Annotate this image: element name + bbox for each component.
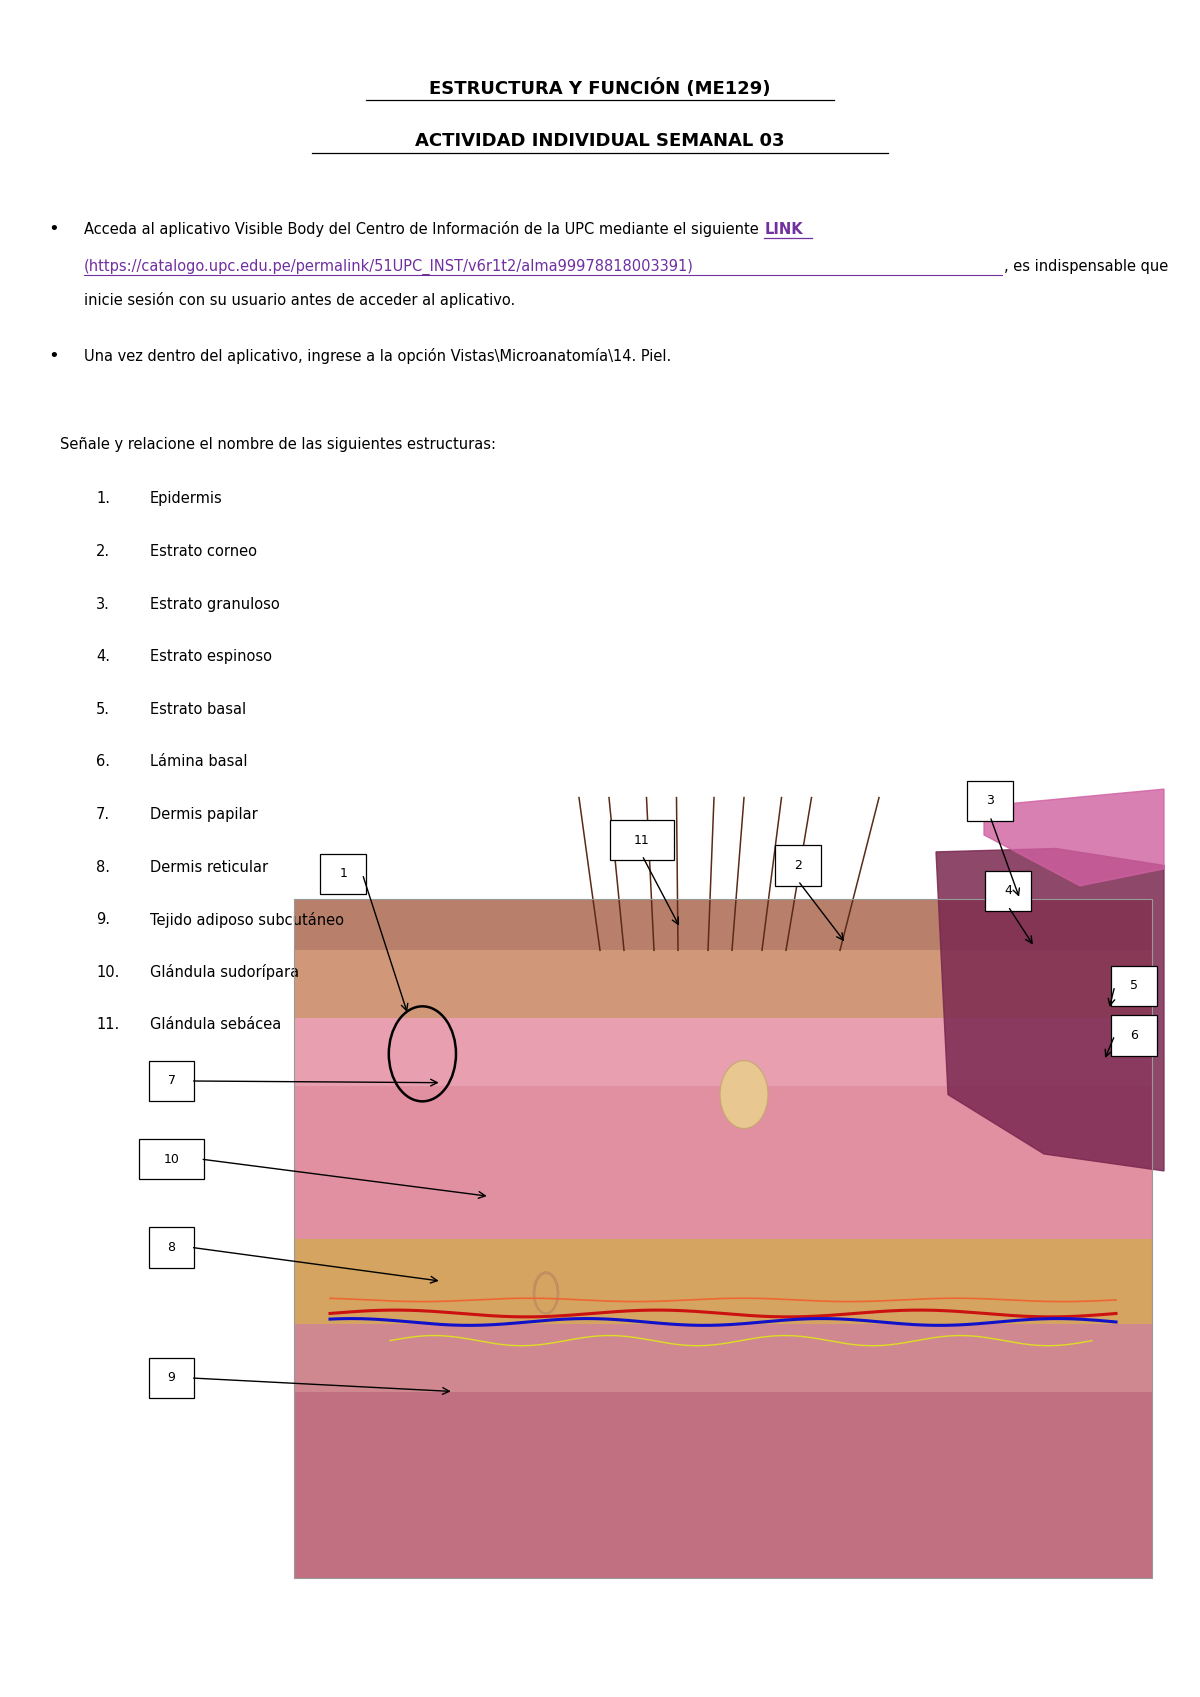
Text: Estrato granuloso: Estrato granuloso (150, 597, 280, 611)
FancyBboxPatch shape (294, 1324, 1152, 1392)
FancyBboxPatch shape (149, 1358, 194, 1398)
FancyBboxPatch shape (294, 1239, 1152, 1324)
Text: Dermis reticular: Dermis reticular (150, 860, 268, 874)
Text: Señale y relacione el nombre de las siguientes estructuras:: Señale y relacione el nombre de las sigu… (60, 438, 496, 451)
Text: 11.: 11. (96, 1018, 119, 1032)
Text: Tejido adiposo subcutáneo: Tejido adiposo subcutáneo (150, 911, 344, 928)
Text: Estrato espinoso: Estrato espinoso (150, 650, 272, 664)
FancyBboxPatch shape (149, 1061, 194, 1101)
Text: 11: 11 (634, 833, 650, 847)
Text: 4: 4 (1004, 884, 1012, 898)
FancyBboxPatch shape (294, 899, 1152, 950)
Text: 7: 7 (168, 1074, 175, 1088)
Text: Dermis papilar: Dermis papilar (150, 808, 258, 821)
Text: LINK: LINK (764, 222, 803, 236)
Text: Acceda al aplicativo Visible Body del Centro de Información de la UPC mediante e: Acceda al aplicativo Visible Body del Ce… (84, 221, 763, 238)
Text: 3.: 3. (96, 597, 110, 611)
FancyBboxPatch shape (294, 950, 1152, 1018)
FancyBboxPatch shape (139, 1139, 204, 1179)
Text: Epidermis: Epidermis (150, 492, 223, 506)
FancyBboxPatch shape (1111, 1015, 1157, 1056)
Text: 6: 6 (1130, 1028, 1138, 1042)
Text: ACTIVIDAD INDIVIDUAL SEMANAL 03: ACTIVIDAD INDIVIDUAL SEMANAL 03 (415, 132, 785, 149)
FancyBboxPatch shape (149, 1227, 194, 1268)
Text: 10: 10 (163, 1152, 180, 1166)
Text: •: • (49, 221, 59, 238)
Text: 8.: 8. (96, 860, 110, 874)
Text: 8: 8 (168, 1241, 175, 1254)
Text: •: • (49, 348, 59, 365)
Text: inicie sesión con su usuario antes de acceder al aplicativo.: inicie sesión con su usuario antes de ac… (84, 292, 515, 309)
FancyBboxPatch shape (610, 820, 674, 860)
Text: Estrato corneo: Estrato corneo (150, 545, 257, 558)
Text: 1: 1 (340, 867, 347, 881)
Text: Una vez dentro del aplicativo, ingrese a la opción Vistas\Microanatomía\14. Piel: Una vez dentro del aplicativo, ingrese a… (84, 348, 671, 365)
Polygon shape (984, 789, 1164, 886)
Polygon shape (936, 848, 1164, 1171)
Text: 2: 2 (794, 859, 802, 872)
FancyBboxPatch shape (967, 781, 1013, 821)
Text: 9: 9 (168, 1371, 175, 1385)
Text: Estrato basal: Estrato basal (150, 703, 246, 716)
Text: Glándula sebácea: Glándula sebácea (150, 1018, 281, 1032)
FancyBboxPatch shape (294, 1392, 1152, 1493)
Text: ESTRUCTURA Y FUNCIÓN (ME129): ESTRUCTURA Y FUNCIÓN (ME129) (430, 78, 770, 98)
Text: Glándula sudorípara: Glándula sudorípara (150, 964, 299, 981)
Text: Lámina basal: Lámina basal (150, 755, 247, 769)
Text: 6.: 6. (96, 755, 110, 769)
FancyBboxPatch shape (294, 1188, 1152, 1239)
FancyBboxPatch shape (775, 845, 821, 886)
Text: 5.: 5. (96, 703, 110, 716)
Circle shape (720, 1061, 768, 1129)
FancyBboxPatch shape (294, 1086, 1152, 1188)
Text: 2.: 2. (96, 545, 110, 558)
FancyBboxPatch shape (320, 854, 366, 894)
Text: 9.: 9. (96, 913, 110, 927)
FancyBboxPatch shape (985, 871, 1031, 911)
Text: 7.: 7. (96, 808, 110, 821)
FancyBboxPatch shape (294, 1018, 1152, 1086)
Text: 3: 3 (986, 794, 994, 808)
Text: (https://catalogo.upc.edu.pe/permalink/51UPC_INST/v6r1t2/alma99978818003391): (https://catalogo.upc.edu.pe/permalink/5… (84, 258, 694, 275)
Text: 5: 5 (1130, 979, 1138, 993)
Text: 10.: 10. (96, 966, 119, 979)
Text: 1.: 1. (96, 492, 110, 506)
Text: 4.: 4. (96, 650, 110, 664)
FancyBboxPatch shape (294, 1493, 1152, 1578)
FancyBboxPatch shape (1111, 966, 1157, 1006)
Text: , es indispensable que: , es indispensable que (1004, 260, 1169, 273)
